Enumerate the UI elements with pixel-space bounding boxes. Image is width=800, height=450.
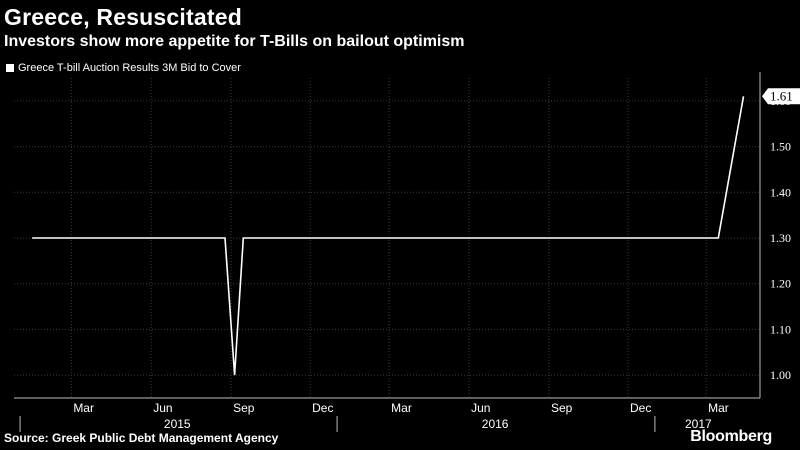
x-tick-label: Jun — [471, 401, 490, 415]
x-year-label: 2015 — [164, 417, 191, 431]
x-year-label: 2016 — [482, 417, 509, 431]
chart-title: Greece, Resuscitated — [4, 4, 242, 30]
bloomberg-logo: Bloomberg — [690, 428, 772, 445]
legend: Greece T-bill Auction Results 3M Bid to … — [6, 62, 241, 74]
x-tick-label: Dec — [630, 401, 651, 415]
last-value-label: 1.61 — [770, 88, 793, 103]
x-year-label: 2017 — [685, 417, 712, 431]
y-tick-label: 1.00 — [770, 368, 791, 382]
last-value-badge — [762, 88, 800, 105]
x-tick-label: Jun — [153, 401, 172, 415]
x-tick-label: Dec — [312, 401, 333, 415]
x-tick-label: Mar — [708, 401, 729, 415]
y-tick-label: 1.20 — [770, 277, 791, 291]
y-tick-label: 1.10 — [770, 322, 791, 336]
x-tick-label: Mar — [73, 401, 94, 415]
x-tick-label: Mar — [391, 401, 412, 415]
legend-label: Greece T-bill Auction Results 3M Bid to … — [18, 62, 241, 74]
series-line — [32, 96, 745, 376]
y-tick-label: 1.50 — [770, 140, 791, 154]
y-tick-label: 1.30 — [770, 231, 791, 245]
chart-subtitle: Investors show more appetite for T-Bills… — [4, 33, 465, 50]
x-tick-label: Sep — [233, 401, 255, 415]
source-note: Source: Greek Public Debt Management Age… — [4, 431, 279, 445]
x-tick-label: Sep — [551, 401, 573, 415]
y-tick-label: 1.40 — [770, 185, 791, 199]
legend-swatch — [6, 64, 14, 72]
